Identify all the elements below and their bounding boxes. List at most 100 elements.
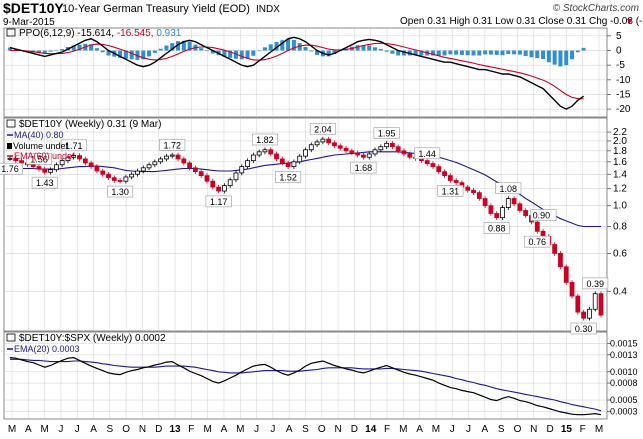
price-label: 0.90: [533, 211, 551, 221]
candle-body: [111, 177, 117, 181]
ppo-histogram-bar: [546, 50, 551, 63]
ppo-histogram-bar: [199, 48, 204, 51]
price-tick-label: 2.2: [613, 127, 627, 138]
price-label-box: [0, 162, 23, 175]
candle-body: [581, 311, 587, 319]
ppo-layer: [8, 36, 586, 110]
ppo-histogram-bar: [315, 50, 320, 55]
ppo-histogram-bar: [106, 50, 111, 56]
ppo-histogram-bar: [361, 45, 366, 51]
svg-text:PPO(6,12,9) -15.614, -16.545,: PPO(6,12,9) -15.614, -16.545, 0.931: [19, 28, 182, 39]
price-label: 1.56: [30, 154, 48, 164]
x-tick-label: N: [139, 424, 146, 435]
candle-body: [268, 149, 274, 155]
price-label-box: [205, 195, 232, 208]
candle-body: [181, 158, 187, 164]
ppo-histogram-bar: [210, 50, 215, 54]
ppo-tick-label: -15: [616, 89, 631, 100]
ppo-histogram-bar: [262, 47, 267, 51]
candle-body: [117, 180, 123, 182]
candle-body: [216, 186, 221, 192]
ppo-histogram-bar: [100, 50, 105, 53]
candle-body: [245, 160, 250, 167]
ppo-histogram-bar: [8, 47, 12, 51]
x-tick-label: A: [416, 424, 423, 435]
candle-body: [372, 149, 378, 155]
ppo-histogram-bar: [355, 45, 360, 51]
ppo-legend: PPO(6,12,9) -15.614, -16.545, 0.931: [6, 28, 182, 39]
candle-body: [453, 180, 459, 184]
ppo-histogram-bar: [147, 50, 152, 57]
candle-body: [361, 154, 366, 158]
candle-body: [337, 145, 343, 149]
price-label: 1.44: [418, 149, 436, 159]
price-label-box: [570, 322, 597, 335]
candle-body: [36, 166, 42, 170]
x-tick-label: S: [106, 424, 113, 435]
ratio-tick-label: 0.0005: [610, 395, 638, 405]
ppo-histogram-bar: [141, 50, 146, 60]
price-label-box: [530, 209, 557, 221]
candle-body: [511, 198, 517, 205]
ppo-tick-label: -10: [616, 75, 631, 86]
x-tick-label: M: [203, 424, 211, 435]
ppo-histogram-bar: [77, 44, 82, 51]
ppo-signal-line: [10, 42, 584, 100]
ppo-histogram-bar: [500, 50, 505, 56]
candle-body: [592, 293, 598, 310]
candle-body: [279, 158, 285, 164]
ppo-histogram-bar: [535, 50, 540, 59]
x-tick-label: 14: [365, 424, 377, 435]
candle-body: [488, 205, 494, 214]
candle-body: [88, 162, 94, 167]
ratio-layer: [9, 356, 602, 416]
x-tick-label: D: [155, 424, 162, 435]
price-legend: $DET10Y (Weekly) 0.31 (9 Mar) MA(40) 0.8…: [6, 119, 161, 161]
price-tick-label: 1.0: [613, 201, 627, 212]
ratio-tick-label: 0.0013: [610, 350, 638, 360]
ppo-histogram-bar: [332, 50, 337, 55]
ratio-tick-label: 0.0003: [610, 406, 638, 416]
ppo-histogram-bar: [465, 50, 470, 56]
candle-body: [274, 153, 279, 160]
ppo-legend-main: PPO(6,12,9) -15.614,: [19, 28, 117, 39]
ppo-histogram-bar: [170, 43, 175, 51]
ppo-histogram-bar: [512, 50, 517, 55]
x-tick-label: J: [75, 424, 80, 435]
price-label-box: [437, 185, 464, 197]
price-tick-label: 1.6: [613, 157, 627, 168]
ppo-histogram-bar: [373, 47, 378, 51]
ppo-histogram-bar: [454, 50, 459, 55]
ppo-histogram-bar: [164, 45, 169, 51]
price-label: 1.82: [256, 135, 274, 145]
ppo-histogram-bar: [430, 50, 435, 56]
price-label-box: [373, 127, 400, 139]
candle-body: [48, 169, 53, 173]
axis-layer: M A M J J A S O N D 13 F M A M J J A S O N D 14 F M A M J J A S O N D 15 F M…: [8, 31, 638, 435]
price-label-box: [309, 123, 336, 135]
candle-body: [476, 192, 482, 199]
candle-body: [175, 154, 181, 160]
ppo-histogram-bar: [442, 50, 447, 56]
ppo-histogram-bar: [152, 50, 157, 53]
candle-body: [494, 213, 500, 219]
ppo-tick-label: -5: [616, 60, 625, 71]
ratio-tick-label: 0.0015: [610, 338, 638, 348]
candle-body: [164, 155, 169, 160]
ppo-histogram-bar: [483, 50, 488, 55]
chart-date: 9-Mar-2015: [3, 17, 55, 28]
candle-body: [204, 175, 210, 182]
candle-body: [106, 173, 111, 179]
ppo-histogram-bar: [297, 43, 302, 51]
chart-exchange: INDX: [256, 4, 280, 15]
candle-body: [146, 164, 152, 169]
candle-body: [100, 170, 106, 175]
ppo-histogram-bar: [89, 44, 94, 51]
candle-body: [534, 221, 540, 232]
candle-body: [59, 160, 65, 166]
price-legend-ema: EMA(60) undef: [14, 151, 75, 161]
ppo-histogram-bar: [436, 50, 441, 56]
x-tick-label: 13: [169, 424, 181, 435]
ppo-histogram-bar: [570, 50, 575, 60]
